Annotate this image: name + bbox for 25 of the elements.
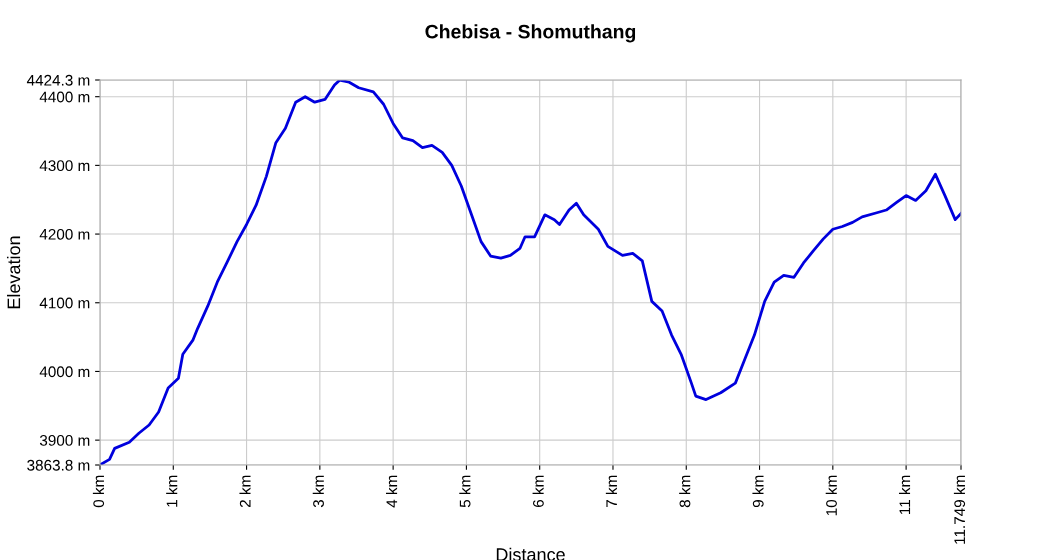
x-tick-label: 7 km [605,475,617,508]
x-tick-label: 11.749 km [953,475,966,544]
y-tick-label: 4424.3 m [26,74,90,86]
x-tick-label: 5 km [459,475,471,508]
x-tick-label: 4 km [386,475,398,508]
x-tick-label: 3 km [312,475,324,508]
x-tick-label: 1 km [166,475,178,507]
y-tick-label: 4000 m [39,366,90,378]
x-axis-title: Distance [496,547,565,560]
y-tick-label: 4100 m [39,297,90,309]
x-tick-label: 8 km [679,475,691,508]
x-tick-label: 11 km [898,475,911,515]
y-tick-label: 3863.8 m [27,459,90,471]
y-axis-title: Elevation [6,236,21,309]
y-tick-label: 3900 m [39,435,90,446]
x-tick-label: 0 km [92,475,105,508]
chart-title: Chebisa - Shomuthang [425,24,636,43]
x-tick-label: 2 km [239,475,251,508]
y-tick-label: 4300 m [39,160,90,172]
x-tick-label: 9 km [752,475,764,508]
x-tick-label: 6 km [532,475,544,508]
line-series [100,80,961,465]
x-tick-label: 10 km [825,475,837,516]
y-tick-label: 4400 m [39,91,90,103]
y-tick-label: 4200 m [39,228,90,240]
